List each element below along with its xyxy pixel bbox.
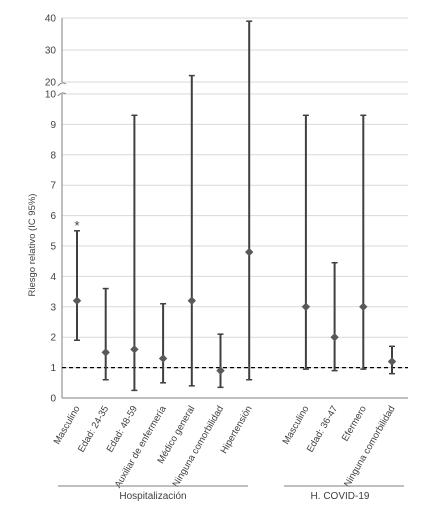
y-tick-label: 40	[45, 14, 57, 25]
group-label: Hospitalización	[119, 491, 186, 502]
y-axis-title: Riesgo relativo (IC 95%)	[27, 194, 38, 297]
point-estimate	[330, 333, 339, 342]
y-tick-label: 9	[50, 120, 56, 131]
category-label: Efermero	[340, 404, 369, 443]
y-tick-label: 10	[45, 90, 57, 101]
axis-break-mark	[57, 82, 67, 87]
point-estimate	[158, 354, 168, 363]
category-label: Masculino	[52, 404, 83, 447]
point-estimate	[359, 302, 368, 311]
point-estimate	[245, 247, 254, 257]
category-label: Ninguna comorbilidad	[171, 404, 226, 489]
point-estimate	[301, 302, 311, 311]
significance-marker: *	[74, 218, 79, 233]
point-estimate	[187, 296, 196, 305]
y-tick-label: 0	[50, 394, 56, 405]
point-estimate	[101, 348, 110, 357]
point-estimate	[72, 296, 82, 305]
y-tick-label: 4	[50, 272, 56, 283]
y-tick-label: 7	[50, 181, 56, 192]
category-label: Auxiliar de enfermería	[113, 403, 169, 490]
point-estimate	[387, 357, 397, 366]
point-estimate	[216, 366, 225, 375]
group-brackets: Hospitalización H. COVID-19	[58, 485, 404, 502]
y-tick-label: 6	[50, 211, 56, 222]
y-tick-label: 5	[50, 242, 56, 253]
axis-break-mark	[57, 92, 67, 97]
point-estimate	[130, 345, 139, 354]
group-label: H. COVID-19	[311, 491, 370, 502]
category-label: Ninguna comorbilidad	[342, 404, 397, 489]
gridlines	[62, 17, 408, 369]
category-label: Masculino	[281, 404, 312, 447]
y-tick-label: 1	[50, 363, 56, 374]
y-tick-label: 8	[50, 150, 56, 161]
y-tick-label: 2	[50, 333, 56, 344]
y-tick-label: 20	[45, 78, 57, 89]
error-bars: *	[62, 20, 408, 392]
y-tick-label: 3	[50, 302, 56, 313]
y-tick-label: 30	[45, 46, 57, 57]
